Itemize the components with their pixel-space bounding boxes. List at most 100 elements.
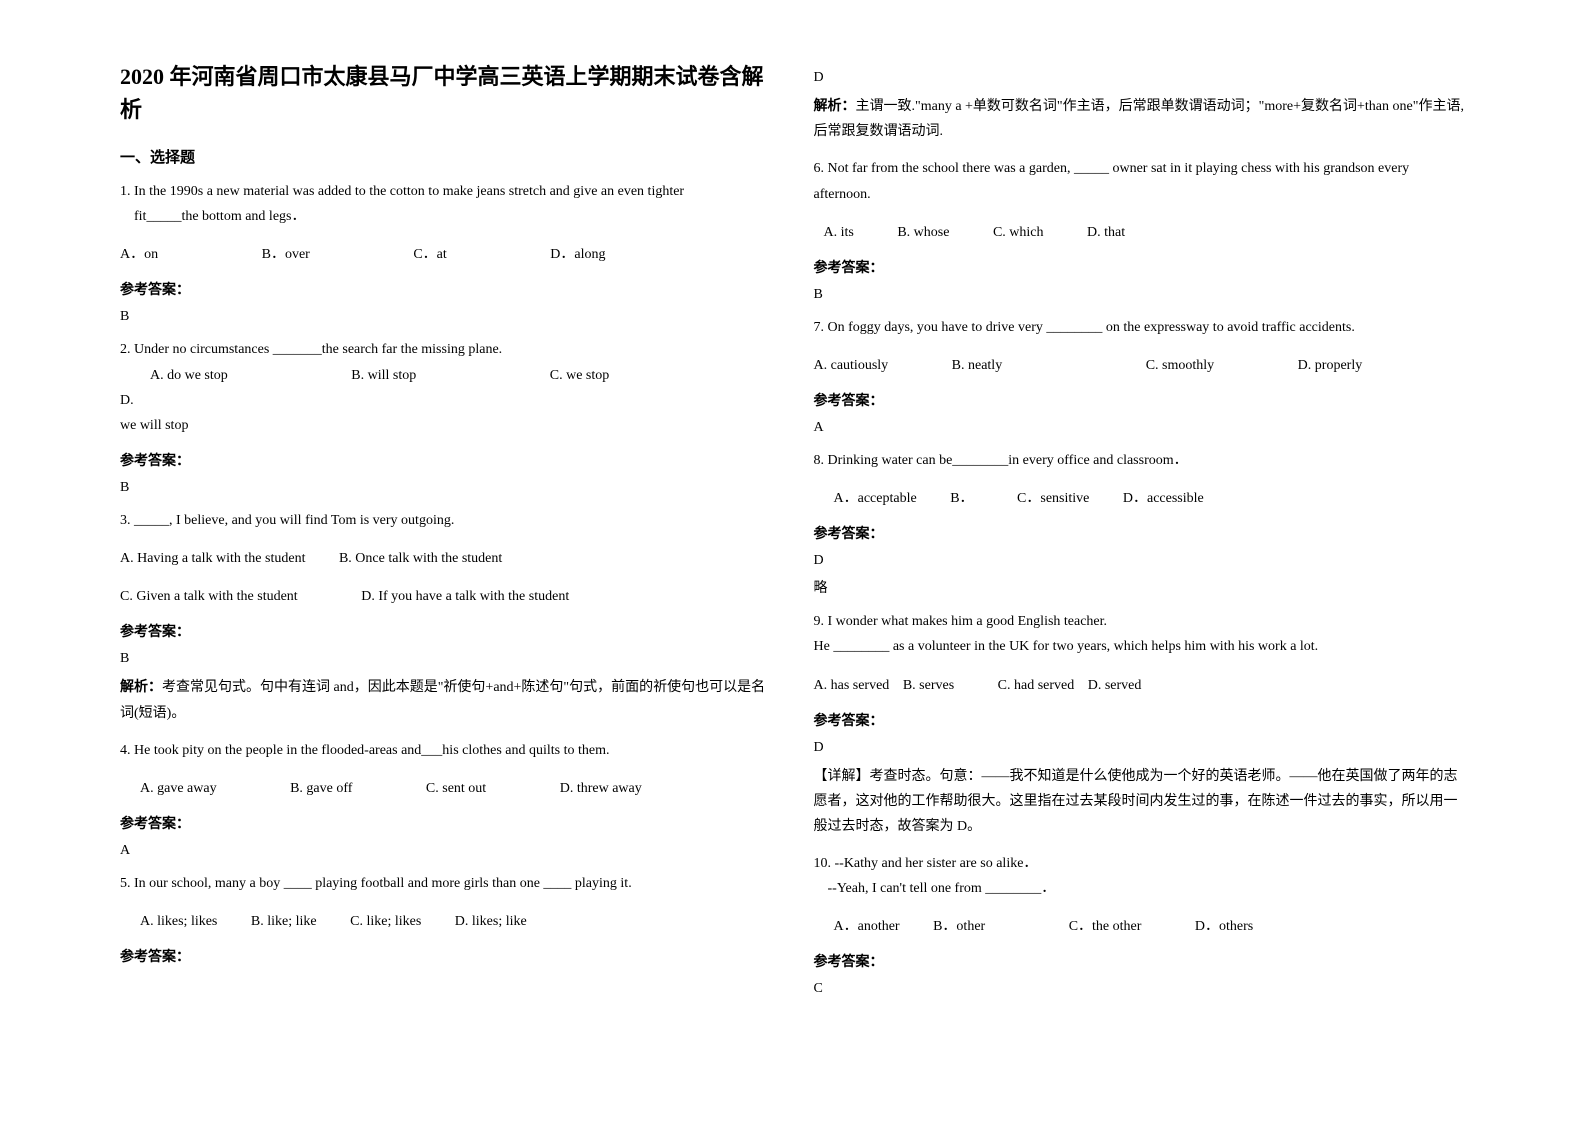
- q2-opt-d2: we will stop: [120, 413, 774, 438]
- q5-text: 5. In our school, many a boy ____ playin…: [120, 871, 774, 896]
- q10-opt-b: B．other: [933, 913, 985, 941]
- q2-options-line: A. do we stop B. will stop C. we stop D.: [120, 363, 774, 413]
- answer-label: 参考答案：: [814, 951, 1468, 971]
- question-1: 1. In the 1990s a new material was added…: [120, 179, 774, 229]
- q10-text: 10. --Kathy and her sister are so alike．: [814, 851, 1468, 876]
- q10-opt-a: A．another: [834, 913, 900, 941]
- q8-opt-a: A．acceptable: [834, 485, 917, 513]
- q7-text: 7. On foggy days, you have to drive very…: [814, 315, 1468, 340]
- q2-opt-d: D.: [120, 393, 134, 408]
- answer-label: 参考答案：: [120, 450, 774, 470]
- q7-opt-d: D. properly: [1298, 352, 1363, 380]
- q2-opt-b: B. will stop: [351, 368, 416, 383]
- answer-label: 参考答案：: [120, 946, 774, 966]
- q2-opt-a: A. do we stop: [150, 368, 228, 383]
- q9-text: 9. I wonder what makes him a good Englis…: [814, 609, 1468, 634]
- explain-label: 解析：: [814, 99, 856, 114]
- q9-explain: 【详解】考查时态。句意：——我不知道是什么使他成为一个好的英语老师。——他在英国…: [814, 764, 1468, 840]
- q3-options: A. Having a talk with the student B. Onc…: [120, 545, 774, 611]
- q9-text2: He ________ as a volunteer in the UK for…: [814, 634, 1468, 659]
- q9-opt-c: C. had served: [998, 672, 1075, 700]
- q3-text: 3. _____, I believe, and you will find T…: [120, 508, 774, 533]
- answer-label: 参考答案：: [814, 523, 1468, 543]
- q8-note: 略: [814, 577, 1468, 597]
- q8-opt-c: C．sensitive: [1017, 485, 1089, 513]
- q5-options: A. likes; likes B. like; like C. like; l…: [120, 908, 774, 936]
- q10-answer: C: [814, 981, 1468, 997]
- q4-answer: A: [120, 843, 774, 859]
- q5-answer: D: [814, 70, 1468, 86]
- q9-answer: D: [814, 740, 1468, 756]
- explain-label: 解析：: [120, 680, 162, 695]
- question-6: 6. Not far from the school there was a g…: [814, 156, 1468, 206]
- q7-opt-b: B. neatly: [952, 352, 1003, 380]
- q7-answer: A: [814, 420, 1468, 436]
- q4-opt-a: A. gave away: [140, 775, 217, 803]
- q6-opt-a: A. its: [824, 219, 854, 247]
- q4-opt-c: C. sent out: [426, 775, 486, 803]
- document-title: 2020 年河南省周口市太康县马厂中学高三英语上学期期末试卷含解析: [120, 60, 774, 126]
- right-column: D 解析：主谓一致."many a +单数可数名词"作主语，后常跟单数谓语动词；…: [794, 60, 1488, 1082]
- q8-opt-d: D．accessible: [1123, 485, 1204, 513]
- q1-opt-a: A．on: [120, 241, 158, 269]
- question-8: 8. Drinking water can be________in every…: [814, 448, 1468, 473]
- question-2: 2. Under no circumstances _______the sea…: [120, 337, 774, 438]
- q5-explain-text: 主谓一致."many a +单数可数名词"作主语，后常跟单数谓语动词；"more…: [814, 99, 1464, 139]
- q6-opt-c: C. which: [993, 219, 1044, 247]
- q10-opt-c: C．the other: [1069, 913, 1142, 941]
- q1-opt-d: D．along: [550, 241, 605, 269]
- q3-opt-b: B. Once talk with the student: [339, 551, 502, 566]
- q3-opt-d: D. If you have a talk with the student: [361, 589, 569, 604]
- q6-options: A. its B. whose C. which D. that: [814, 219, 1468, 247]
- q4-opt-b: B. gave off: [290, 775, 352, 803]
- answer-label: 参考答案：: [120, 813, 774, 833]
- q1-text2: fit_____the bottom and legs．: [120, 204, 774, 229]
- question-10: 10. --Kathy and her sister are so alike．…: [814, 851, 1468, 901]
- q6-opt-b: B. whose: [897, 219, 949, 247]
- q10-opt-d: D．others: [1195, 913, 1253, 941]
- q8-text: 8. Drinking water can be________in every…: [814, 448, 1468, 473]
- q2-answer: B: [120, 480, 774, 496]
- q3-opt-c: C. Given a talk with the student: [120, 589, 298, 604]
- q5-opt-b: B. like; like: [251, 908, 317, 936]
- answer-label: 参考答案：: [814, 390, 1468, 410]
- q3-explain: 解析：考查常见句式。句中有连词 and，因此本题是"祈使句+and+陈述句"句式…: [120, 675, 774, 725]
- q7-options: A. cautiously B. neatly C. smoothly D. p…: [814, 352, 1468, 380]
- answer-label: 参考答案：: [814, 710, 1468, 730]
- q5-opt-d: D. likes; like: [455, 908, 527, 936]
- q5-explain: 解析：主谓一致."many a +单数可数名词"作主语，后常跟单数谓语动词；"m…: [814, 94, 1468, 144]
- q1-answer: B: [120, 309, 774, 325]
- q5-opt-c: C. like; likes: [350, 908, 421, 936]
- q3-explain-text: 考查常见句式。句中有连词 and，因此本题是"祈使句+and+陈述句"句式，前面…: [120, 680, 765, 720]
- q1-text: 1. In the 1990s a new material was added…: [120, 179, 774, 204]
- q6-answer: B: [814, 287, 1468, 303]
- q4-options: A. gave away B. gave off C. sent out D. …: [120, 775, 774, 803]
- q5-opt-a: A. likes; likes: [140, 908, 217, 936]
- left-column: 2020 年河南省周口市太康县马厂中学高三英语上学期期末试卷含解析 一、选择题 …: [100, 60, 794, 1082]
- q2-text: 2. Under no circumstances _______the sea…: [120, 337, 774, 362]
- answer-label: 参考答案：: [120, 621, 774, 641]
- q2-opt-c: C. we stop: [550, 368, 610, 383]
- section-header: 一、选择题: [120, 146, 774, 167]
- q9-opt-b: B. serves: [903, 672, 954, 700]
- question-7: 7. On foggy days, you have to drive very…: [814, 315, 1468, 340]
- answer-label: 参考答案：: [120, 279, 774, 299]
- q1-opt-b: B．over: [262, 241, 310, 269]
- question-9: 9. I wonder what makes him a good Englis…: [814, 609, 1468, 659]
- q4-text: 4. He took pity on the people in the flo…: [120, 738, 774, 763]
- q10-options: A．another B．other C．the other D．others: [814, 913, 1468, 941]
- q3-answer: B: [120, 651, 774, 667]
- q1-options: A．on B．over C．at D．along: [120, 241, 774, 269]
- q7-opt-c: C. smoothly: [1146, 352, 1214, 380]
- q9-opt-a: A. has served: [814, 672, 890, 700]
- question-4: 4. He took pity on the people in the flo…: [120, 738, 774, 763]
- q3-opt-a: A. Having a talk with the student: [120, 551, 305, 566]
- question-5: 5. In our school, many a boy ____ playin…: [120, 871, 774, 896]
- q8-answer: D: [814, 553, 1468, 569]
- q9-options: A. has served B. serves C. had served D.…: [814, 672, 1468, 700]
- q7-opt-a: A. cautiously: [814, 352, 889, 380]
- q1-opt-c: C．at: [413, 241, 446, 269]
- q10-text2: --Yeah, I can't tell one from ________．: [814, 876, 1468, 901]
- q9-opt-d: D. served: [1088, 672, 1142, 700]
- q8-options: A．acceptable B． C．sensitive D．accessible: [814, 485, 1468, 513]
